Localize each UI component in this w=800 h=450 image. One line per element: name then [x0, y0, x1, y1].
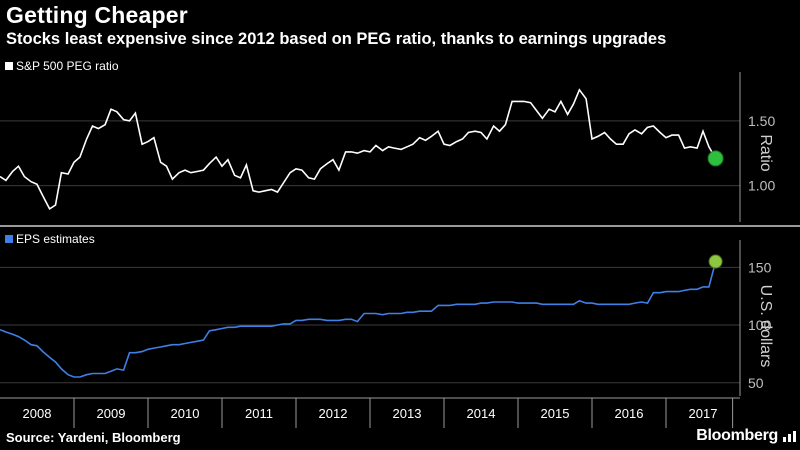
peg-y-tick-label: 1.50 [748, 113, 775, 129]
peg-y-axis-label: Ratio [757, 134, 774, 171]
peg-ratio-line [0, 88, 717, 211]
bar-chart-icon [783, 431, 796, 442]
peg-ratio-panel: S&P 500 PEG ratio 1.00 1.50 Ratio [0, 59, 775, 222]
x-tick-label: 2013 [393, 406, 422, 421]
eps-y-tick-label: 150 [748, 259, 772, 275]
eps-y-tick-label: 50 [748, 375, 764, 391]
peg-y-tick-label: 1.00 [748, 178, 775, 194]
x-tick-label: 2017 [689, 406, 718, 421]
chart-title: Getting Cheaper [6, 2, 188, 28]
eps-y-ticks: 50 100 150 [748, 259, 772, 390]
peg-legend-swatch [5, 62, 13, 70]
brand-logo: Bloomberg [696, 427, 778, 444]
eps-line [0, 261, 717, 378]
eps-legend-label: EPS estimates [16, 232, 95, 246]
peg-latest-marker [707, 150, 724, 167]
x-tick-label: 2010 [171, 406, 200, 421]
x-tick-label: 2016 [615, 406, 644, 421]
x-tick-label: 2011 [245, 406, 273, 421]
x-tick-label: 2015 [541, 406, 570, 421]
x-tick-label: 2009 [97, 406, 126, 421]
peg-legend-label: S&P 500 PEG ratio [16, 59, 119, 73]
source-note: Source: Yardeni, Bloomberg [6, 430, 181, 445]
eps-y-tick-label: 100 [748, 317, 772, 333]
peg-y-ticks: 1.00 1.50 [748, 113, 775, 194]
chart-subtitle: Stocks least expensive since 2012 based … [6, 30, 667, 48]
eps-gridlines [0, 240, 741, 396]
x-axis: 2008 2009 2010 2011 2012 2013 2014 2015 2016 2017 [0, 397, 740, 428]
peg-gridlines [0, 72, 741, 222]
x-tick-label: 2012 [319, 406, 348, 421]
eps-legend-swatch [5, 235, 13, 243]
eps-latest-marker [708, 254, 723, 269]
x-tick-label: 2008 [23, 406, 52, 421]
x-tick-label: 2014 [467, 406, 496, 421]
eps-panel: EPS estimates 50 100 150 U.S. dollars [0, 232, 774, 396]
eps-y-axis-label: U.S. dollars [757, 285, 774, 368]
